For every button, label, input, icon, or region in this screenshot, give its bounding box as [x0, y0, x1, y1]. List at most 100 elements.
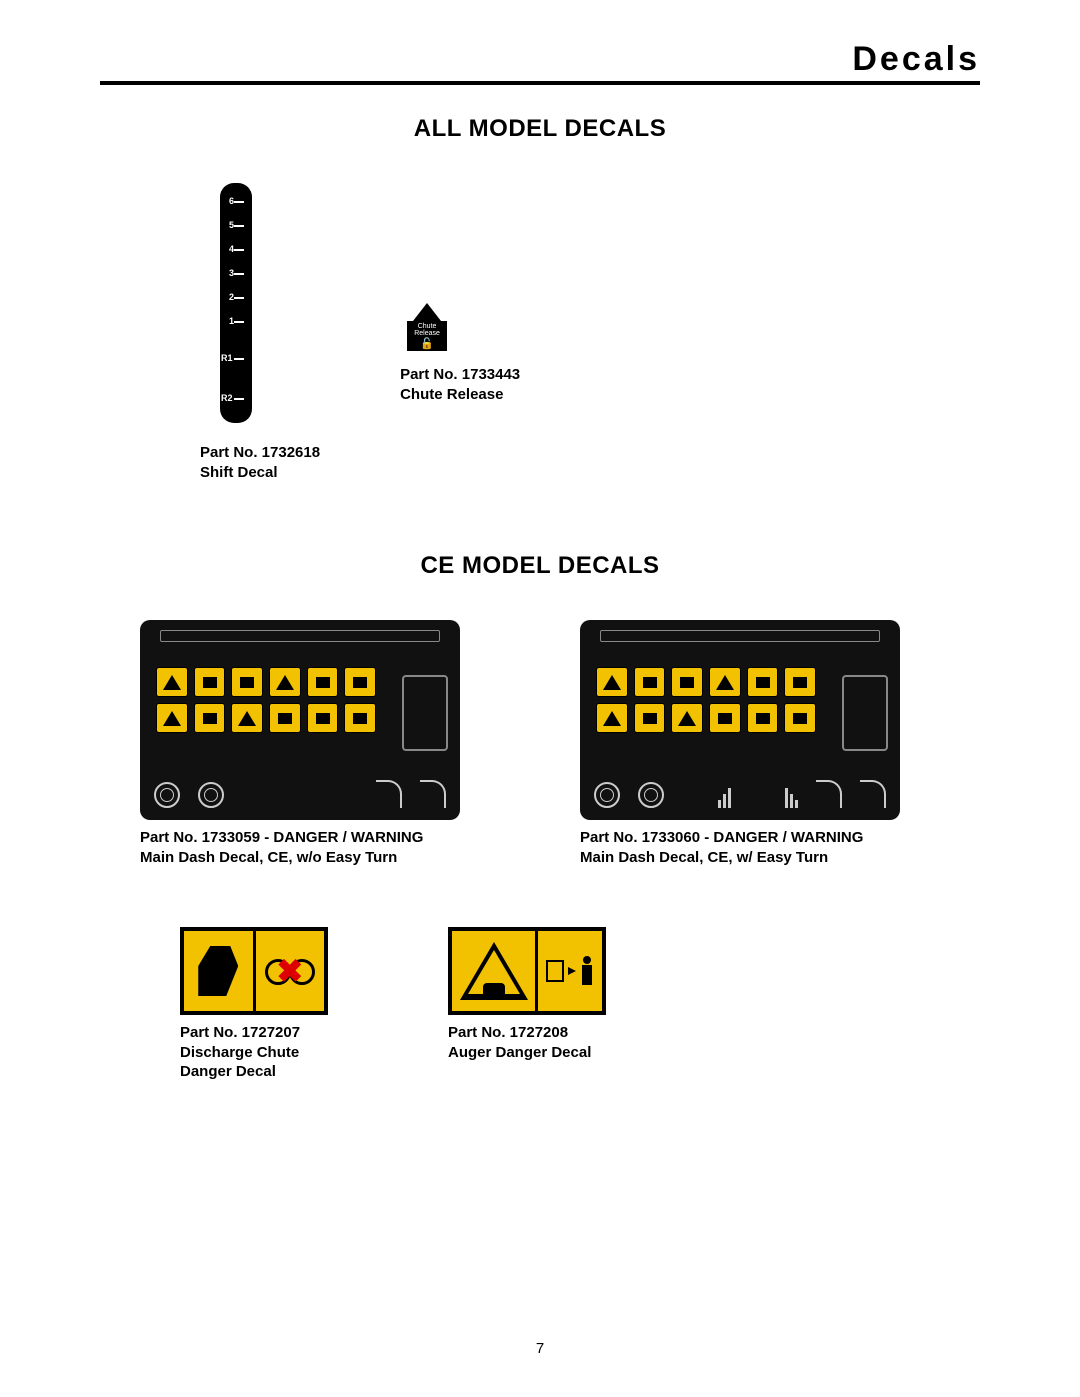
- all-model-row: 6 5 4 3 2 1 R1 R2 Part No. 1732618 Shift…: [100, 183, 980, 482]
- auger-decal-image: [448, 927, 606, 1015]
- dash-warning-row: [596, 703, 816, 733]
- dash-right-desc: Main Dash Decal, CE, w/ Easy Turn: [580, 848, 900, 868]
- warning-icon: [671, 667, 703, 697]
- shift-tick-label: 5: [224, 220, 234, 230]
- discharge-auger-cell: ✖: [256, 931, 325, 1011]
- dash-left-block: Part No. 1733059 - DANGER / WARNING Main…: [100, 620, 460, 867]
- dash-warning-grid: [596, 667, 816, 733]
- shift-tick: [234, 398, 244, 400]
- page-header: Decals: [100, 40, 980, 85]
- shift-decal-image: 6 5 4 3 2 1 R1 R2: [220, 183, 252, 423]
- easy-turn-icon: [785, 788, 798, 808]
- discharge-part-no: Part No. 1727207: [180, 1023, 328, 1043]
- chute-label-1: Chute: [407, 323, 447, 330]
- dash-topbar: [600, 630, 880, 642]
- warning-icon: [634, 703, 666, 733]
- dash-bottom-icons: [154, 780, 446, 808]
- auger-hazard-icon: [483, 983, 505, 999]
- machine-icon: [546, 960, 564, 982]
- shift-tick: [234, 225, 244, 227]
- shift-tick-label: 2: [224, 292, 234, 302]
- page-number: 7: [0, 1340, 1080, 1357]
- warning-icon: [709, 667, 741, 697]
- dash-right-caption: Part No. 1733060 - DANGER / WARNING Main…: [580, 828, 900, 867]
- shift-part-no: Part No. 1732618: [200, 443, 320, 463]
- warning-icon: [784, 667, 816, 697]
- auger-distance-cell: [538, 931, 602, 1011]
- shift-tick: [234, 297, 244, 299]
- warning-icon: [344, 703, 376, 733]
- gear-icon: [154, 782, 180, 808]
- dash-right-image: [580, 620, 900, 820]
- red-x-icon: ✖: [276, 952, 303, 990]
- easy-turn-icon: [718, 788, 731, 808]
- chute-release-block: Chute Release 🔓 Part No. 1733443 Chute R…: [400, 183, 520, 482]
- warning-icon: [156, 703, 188, 733]
- ce-danger-row: ✖ Part No. 1727207 Discharge Chute Dange…: [100, 927, 980, 1082]
- chute-label-2: Release: [407, 330, 447, 337]
- lever-icon: [816, 780, 842, 808]
- dash-cutout: [402, 675, 448, 751]
- warning-icon: [194, 667, 226, 697]
- person-icon: [580, 956, 594, 986]
- dash-left-caption: Part No. 1733059 - DANGER / WARNING Main…: [140, 828, 460, 867]
- dash-warning-row: [156, 703, 376, 733]
- warning-icon: [747, 667, 779, 697]
- discharge-hand-cell: [184, 931, 256, 1011]
- shift-tick: [234, 358, 244, 360]
- lever-icon: [860, 780, 886, 808]
- page: Decals ALL MODEL DECALS 6 5 4 3 2 1 R1 R…: [0, 0, 1080, 1397]
- shift-tick-label: 1: [224, 316, 234, 326]
- shift-tick: [234, 201, 244, 203]
- chute-arrow-icon: [413, 303, 441, 321]
- lever-icon: [376, 780, 402, 808]
- auger-part-no: Part No. 1727208: [448, 1023, 606, 1043]
- shift-name: Shift Decal: [200, 463, 320, 483]
- chute-part-no: Part No. 1733443: [400, 365, 520, 385]
- ce-dash-row: Part No. 1733059 - DANGER / WARNING Main…: [100, 620, 980, 867]
- dash-bottom-icons: [594, 780, 886, 808]
- warning-icon: [596, 667, 628, 697]
- shift-tick-label: R1: [221, 353, 231, 363]
- warning-icon: [634, 667, 666, 697]
- warning-icon: [231, 667, 263, 697]
- distance-arrow-icon: [568, 967, 576, 975]
- auger-block: Part No. 1727208 Auger Danger Decal: [408, 927, 606, 1082]
- discharge-block: ✖ Part No. 1727207 Discharge Chute Dange…: [100, 927, 328, 1082]
- warning-icon: [269, 667, 301, 697]
- chute-release-image: Chute Release 🔓: [400, 303, 454, 357]
- warning-icon: [709, 703, 741, 733]
- discharge-name-2: Danger Decal: [180, 1062, 328, 1082]
- gear-icon: [594, 782, 620, 808]
- section-title-ce-models: CE MODEL DECALS: [100, 552, 980, 580]
- warning-icon: [596, 703, 628, 733]
- auger-triangle-cell: [452, 931, 538, 1011]
- shift-tick: [234, 273, 244, 275]
- warning-icon: [307, 703, 339, 733]
- shift-decal-caption: Part No. 1732618 Shift Decal: [200, 443, 320, 482]
- hand-icon: [198, 946, 238, 996]
- auger-name: Auger Danger Decal: [448, 1043, 606, 1063]
- warning-icon: [307, 667, 339, 697]
- auger-caption: Part No. 1727208 Auger Danger Decal: [448, 1023, 606, 1062]
- warning-icon: [231, 703, 263, 733]
- shift-decal-block: 6 5 4 3 2 1 R1 R2 Part No. 1732618 Shift…: [100, 183, 320, 482]
- dash-left-image: [140, 620, 460, 820]
- dash-right-part-no: Part No. 1733060 - DANGER / WARNING: [580, 828, 900, 848]
- warning-icon: [747, 703, 779, 733]
- dash-left-desc: Main Dash Decal, CE, w/o Easy Turn: [140, 848, 460, 868]
- lever-icon: [420, 780, 446, 808]
- discharge-caption: Part No. 1727207 Discharge Chute Danger …: [180, 1023, 328, 1082]
- dash-warning-row: [156, 667, 376, 697]
- dash-left-part-no: Part No. 1733059 - DANGER / WARNING: [140, 828, 460, 848]
- dash-topbar: [160, 630, 440, 642]
- warning-icon: [269, 703, 301, 733]
- chute-release-caption: Part No. 1733443 Chute Release: [400, 365, 520, 404]
- warning-icon: [671, 703, 703, 733]
- chute-name: Chute Release: [400, 385, 520, 405]
- dash-right-block: Part No. 1733060 - DANGER / WARNING Main…: [540, 620, 900, 867]
- warning-icon: [344, 667, 376, 697]
- header-title: Decals: [852, 40, 980, 79]
- dash-warning-row: [596, 667, 816, 697]
- dash-warning-grid: [156, 667, 376, 733]
